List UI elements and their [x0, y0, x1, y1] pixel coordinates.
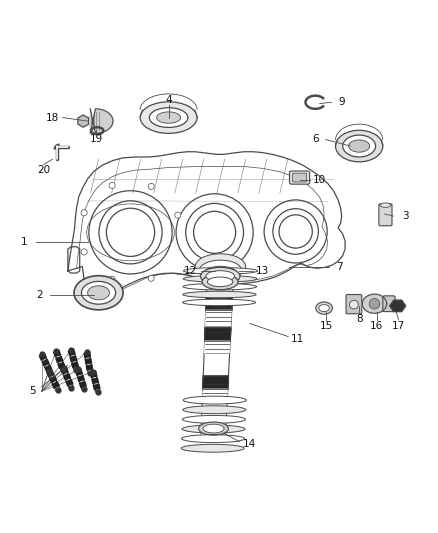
Polygon shape — [203, 389, 227, 393]
Text: 8: 8 — [356, 314, 363, 324]
Text: 12: 12 — [184, 266, 197, 276]
Ellipse shape — [343, 135, 376, 157]
Ellipse shape — [183, 406, 246, 414]
Ellipse shape — [336, 130, 383, 162]
Ellipse shape — [184, 268, 258, 274]
Ellipse shape — [208, 277, 233, 287]
Ellipse shape — [183, 291, 256, 298]
Polygon shape — [205, 344, 230, 349]
Polygon shape — [68, 247, 80, 273]
FancyBboxPatch shape — [383, 296, 395, 312]
Ellipse shape — [206, 271, 234, 281]
Polygon shape — [205, 328, 231, 341]
Text: 13: 13 — [256, 266, 269, 276]
Text: 10: 10 — [313, 175, 326, 185]
Ellipse shape — [204, 266, 237, 281]
Polygon shape — [206, 310, 231, 312]
Ellipse shape — [182, 425, 245, 433]
Text: 14: 14 — [243, 439, 256, 449]
Ellipse shape — [88, 286, 110, 300]
Text: 15: 15 — [320, 321, 333, 330]
Polygon shape — [206, 321, 230, 326]
Ellipse shape — [199, 422, 229, 435]
Text: 3: 3 — [402, 211, 409, 221]
Polygon shape — [362, 294, 387, 313]
Polygon shape — [206, 297, 233, 310]
Polygon shape — [206, 312, 231, 317]
Polygon shape — [205, 349, 229, 353]
FancyBboxPatch shape — [290, 171, 310, 184]
Circle shape — [81, 249, 87, 255]
Circle shape — [175, 212, 181, 218]
Ellipse shape — [183, 396, 246, 404]
Ellipse shape — [182, 415, 245, 423]
Ellipse shape — [183, 276, 257, 282]
Circle shape — [369, 298, 380, 309]
Text: 7: 7 — [336, 262, 343, 271]
Circle shape — [148, 275, 154, 281]
Polygon shape — [203, 393, 227, 397]
Ellipse shape — [200, 260, 241, 280]
Text: 4: 4 — [165, 95, 172, 105]
Text: 18: 18 — [46, 112, 59, 123]
Polygon shape — [390, 300, 406, 312]
Circle shape — [109, 182, 115, 189]
Ellipse shape — [203, 424, 224, 433]
FancyBboxPatch shape — [346, 295, 362, 314]
Text: 9: 9 — [338, 97, 345, 107]
Polygon shape — [90, 109, 113, 133]
Text: 11: 11 — [291, 334, 304, 344]
Circle shape — [81, 209, 87, 216]
Text: 5: 5 — [29, 386, 36, 397]
Text: 6: 6 — [312, 134, 319, 144]
Ellipse shape — [202, 274, 238, 290]
Polygon shape — [206, 317, 231, 321]
Ellipse shape — [157, 112, 180, 123]
Polygon shape — [203, 376, 229, 389]
Text: 16: 16 — [370, 321, 383, 330]
Ellipse shape — [149, 108, 188, 127]
Ellipse shape — [319, 304, 329, 312]
Ellipse shape — [181, 445, 244, 452]
Ellipse shape — [349, 140, 370, 152]
Text: 1: 1 — [21, 237, 28, 247]
Polygon shape — [205, 341, 230, 344]
Ellipse shape — [140, 102, 197, 133]
Text: 2: 2 — [36, 290, 43, 300]
Text: 17: 17 — [392, 321, 405, 330]
Ellipse shape — [201, 268, 240, 285]
Ellipse shape — [195, 254, 246, 279]
Ellipse shape — [183, 284, 257, 290]
FancyBboxPatch shape — [379, 204, 392, 226]
Ellipse shape — [182, 435, 245, 442]
Ellipse shape — [183, 299, 256, 306]
Text: 19: 19 — [90, 134, 103, 144]
Ellipse shape — [81, 281, 116, 304]
Text: 20: 20 — [37, 165, 50, 175]
Ellipse shape — [316, 302, 332, 314]
FancyBboxPatch shape — [293, 173, 307, 182]
Circle shape — [350, 300, 358, 309]
Polygon shape — [78, 115, 88, 127]
Circle shape — [109, 276, 115, 282]
Ellipse shape — [74, 276, 123, 310]
Ellipse shape — [380, 203, 391, 207]
Circle shape — [148, 183, 154, 190]
